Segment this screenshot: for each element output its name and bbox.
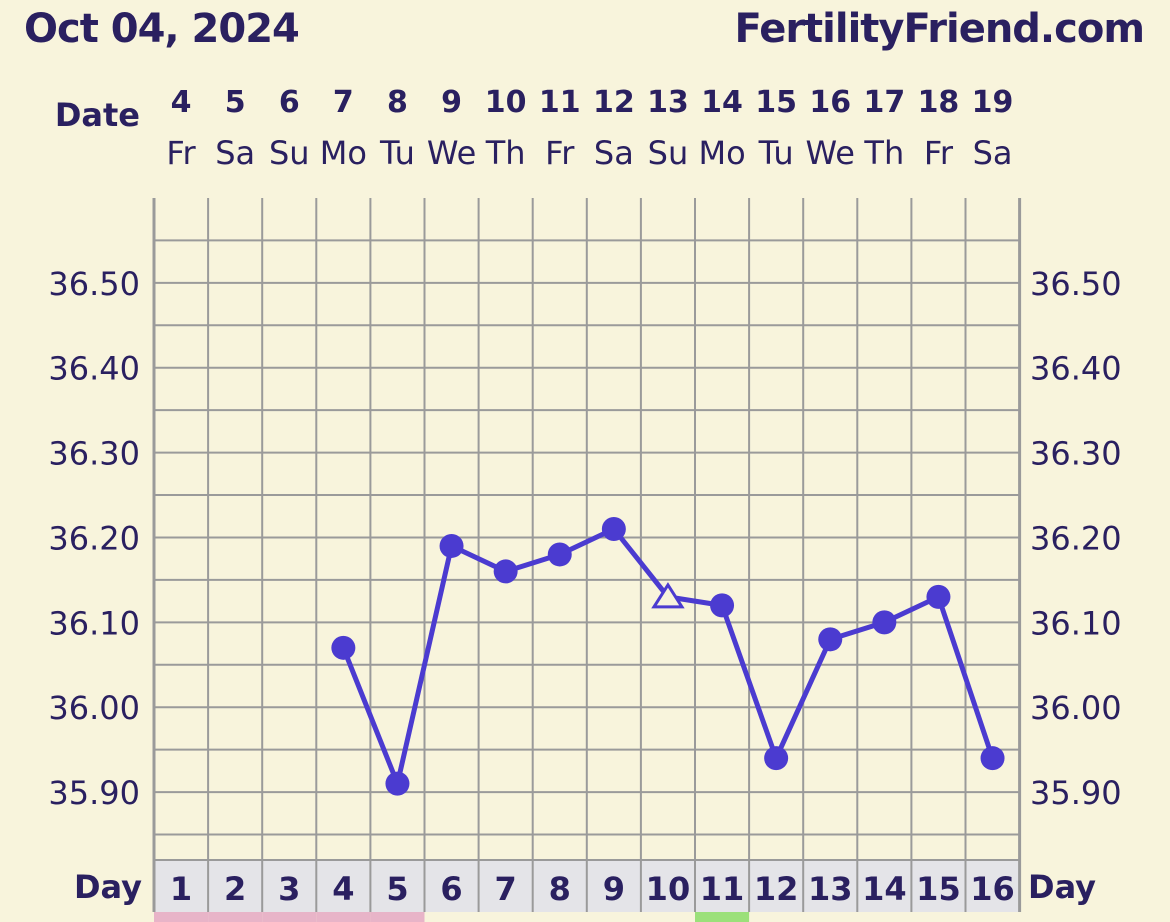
date-tick-label: 9 [441, 85, 462, 120]
cycle-day-tick-label: 9 [603, 870, 625, 908]
cycle-day-tick-label: 16 [970, 870, 1015, 908]
y-tick-label-left: 36.40 [48, 350, 140, 388]
temperature-point-open-triangle [651, 582, 685, 609]
day-strip-band-menstruation [154, 912, 209, 922]
site-name[interactable]: FertilityFriend.com [734, 6, 1145, 52]
weekday-tick-label: Fr [545, 134, 575, 172]
y-tick-label-right: 35.90 [1030, 774, 1122, 812]
date-tick-label: 16 [809, 85, 851, 120]
day-row-label-left: Day [74, 868, 142, 906]
temperature-line-segment [394, 543, 455, 787]
temperature-line-segment [340, 645, 400, 787]
y-tick-label-left: 35.90 [48, 774, 140, 812]
day-strip-band-menstruation [208, 912, 263, 922]
date-tick-label: 4 [171, 85, 192, 120]
weekday-tick-label: Sa [973, 134, 1013, 172]
date-tick-label: 15 [755, 85, 797, 120]
date-tick-label: 11 [539, 85, 581, 120]
temperature-point [385, 771, 410, 796]
y-tick-label-left: 36.20 [48, 519, 140, 557]
temperature-point [331, 635, 356, 660]
temperature-point [872, 610, 897, 635]
weekday-tick-label: We [427, 134, 476, 172]
day-strip-band-menstruation [370, 912, 425, 922]
cycle-day-row: 1 2 3 4 5 6 7 8 9 10 11 12 13 14 15 16 [170, 870, 1015, 908]
chart-date: Oct 04, 2024 [24, 6, 300, 52]
y-tick-label-right: 36.30 [1030, 435, 1122, 473]
temperature-point [547, 542, 572, 567]
cycle-day-tick-label: 15 [916, 870, 961, 908]
cycle-day-tick-label: 8 [549, 870, 571, 908]
temperature-point [601, 517, 626, 541]
weekday-tick-label: Sa [215, 134, 255, 172]
date-tick-label: 8 [387, 85, 408, 120]
weekday-tick-label: Su [269, 134, 310, 172]
cycle-day-tick-label: 13 [808, 870, 853, 908]
day-strip-band-menstruation [316, 912, 371, 922]
y-axis-labels: 36.50 36.50 36.40 36.40 36.30 36.30 36.20 36.20… [48, 265, 1121, 812]
day-strip-band-positive_opk [695, 912, 750, 922]
date-tick-label: 6 [279, 85, 300, 120]
weekday-tick-label: Th [863, 134, 904, 172]
date-tick-label: 14 [701, 85, 743, 120]
cycle-day-tick-label: 2 [224, 870, 246, 908]
temperature-line-segment [719, 602, 779, 761]
temperature-series [331, 517, 1005, 796]
date-tick-label: 19 [972, 85, 1014, 120]
weekday-tick-label: Mo [698, 134, 745, 172]
day-row-label-right: Day [1028, 868, 1096, 906]
temperature-line-segment [611, 526, 671, 600]
chart-grid [152, 198, 1022, 912]
y-tick-label-right: 36.20 [1030, 519, 1122, 557]
cycle-day-tick-label: 1 [170, 870, 192, 908]
temperature-point [818, 627, 843, 652]
date-row-label: Date [55, 96, 140, 134]
temperature-point [493, 559, 518, 584]
date-tick-label: 12 [593, 85, 635, 120]
cycle-day-tick-label: 6 [440, 870, 462, 908]
cycle-day-tick-label: 5 [386, 870, 408, 908]
date-tick-label: 10 [485, 85, 527, 120]
cycle-day-tick-label: 10 [646, 870, 691, 908]
cycle-day-tick-label: 14 [862, 870, 907, 908]
temperature-point [980, 746, 1005, 771]
temperature-line-segment [773, 636, 833, 761]
y-tick-label-left: 36.00 [48, 689, 140, 727]
cycle-day-tick-label: 4 [332, 870, 354, 908]
cycle-day-tick-label: 11 [700, 870, 745, 908]
date-tick-label: 13 [647, 85, 689, 120]
weekday-tick-label: Tu [758, 134, 794, 172]
temperature-point [439, 533, 464, 558]
weekday-tick-label: Su [648, 134, 689, 172]
y-tick-label-left: 36.30 [48, 435, 140, 473]
y-tick-label-left: 36.50 [48, 265, 140, 303]
weekday-tick-label: Sa [594, 134, 634, 172]
date-header-labels: 4 Fr 5 Sa 6 Su 7 Mo 8 Tu 9 We 10 Th 11 Fr 12 Sa 13 Su 14 Mo 15… [166, 85, 1013, 172]
y-tick-label-left: 36.10 [48, 604, 140, 642]
cycle-day-tick-label: 3 [278, 870, 300, 908]
cycle-day-tick-label: 7 [495, 870, 517, 908]
date-tick-label: 5 [225, 85, 246, 120]
weekday-tick-label: Fr [924, 134, 954, 172]
y-tick-label-right: 36.00 [1030, 689, 1122, 727]
date-tick-label: 18 [918, 85, 960, 120]
weekday-tick-label: We [806, 134, 855, 172]
y-tick-label-right: 36.40 [1030, 350, 1122, 388]
y-tick-label-right: 36.50 [1030, 265, 1122, 303]
y-tick-label-right: 36.10 [1030, 604, 1122, 642]
weekday-tick-label: Mo [320, 134, 367, 172]
temperature-point [764, 746, 789, 771]
temperature-point [926, 584, 951, 609]
day-strip-band-menstruation [262, 912, 317, 922]
cycle-day-tick-label: 12 [754, 870, 799, 908]
temperature-point [710, 593, 735, 618]
weekday-tick-label: Th [485, 134, 526, 172]
date-tick-label: 7 [333, 85, 354, 120]
temperature-line-segment [935, 594, 996, 761]
weekday-tick-label: Tu [379, 134, 415, 172]
date-tick-label: 17 [863, 85, 905, 120]
weekday-tick-label: Fr [166, 134, 196, 172]
